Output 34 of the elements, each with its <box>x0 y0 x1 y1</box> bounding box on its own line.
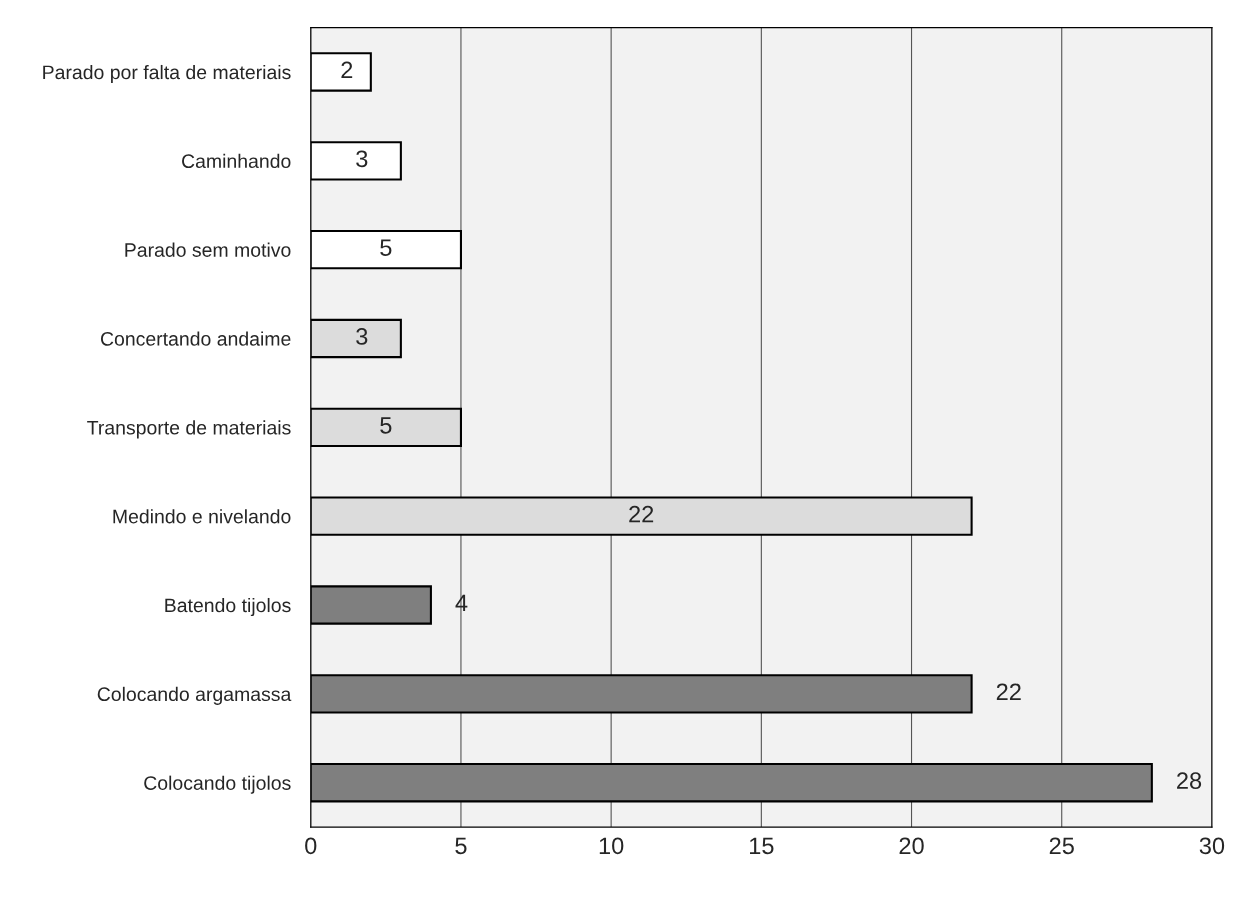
y-tick-label: Colocando argamassa <box>97 686 292 705</box>
bar <box>310 585 432 625</box>
x-tick-label: 20 <box>899 837 924 855</box>
bar <box>310 52 372 92</box>
data-label: 4 <box>455 594 468 612</box>
x-tick-label: 15 <box>750 837 774 855</box>
data-label: 3 <box>356 150 368 168</box>
bar <box>310 318 402 359</box>
bar <box>310 674 973 714</box>
y-tick-label: Transporte de materiais <box>87 420 291 439</box>
y-tick-label: Batendo tijolos <box>165 597 291 617</box>
data-label: 2 <box>341 61 353 79</box>
x-tick-label: 5 <box>455 837 467 855</box>
data-label: 22 <box>996 683 1021 700</box>
y-tick-label: Medindo e nivelando <box>113 509 291 524</box>
data-label: 22 <box>629 505 654 523</box>
data-label: 5 <box>380 417 392 434</box>
bar <box>310 229 462 270</box>
bar <box>310 141 402 181</box>
bar <box>310 762 1153 803</box>
bar <box>310 407 462 448</box>
x-tick-label: 0 <box>305 837 317 855</box>
y-tick-label: Colocando tijolos <box>144 775 291 794</box>
y-tick-label: Concertando andaime <box>100 331 291 346</box>
bar <box>310 496 973 536</box>
x-tick-label: 10 <box>599 837 624 855</box>
x-tick-label: 25 <box>1049 837 1074 855</box>
data-label: 3 <box>356 328 368 345</box>
y-tick-label: Parado por falta de materiais <box>43 64 291 84</box>
y-tick-label: Parado sem motivo <box>125 242 291 257</box>
data-label: 28 <box>1177 772 1202 790</box>
x-tick-label: 30 <box>1199 837 1225 855</box>
y-tick-label: Caminhando <box>182 153 291 169</box>
data-label: 5 <box>380 239 392 256</box>
